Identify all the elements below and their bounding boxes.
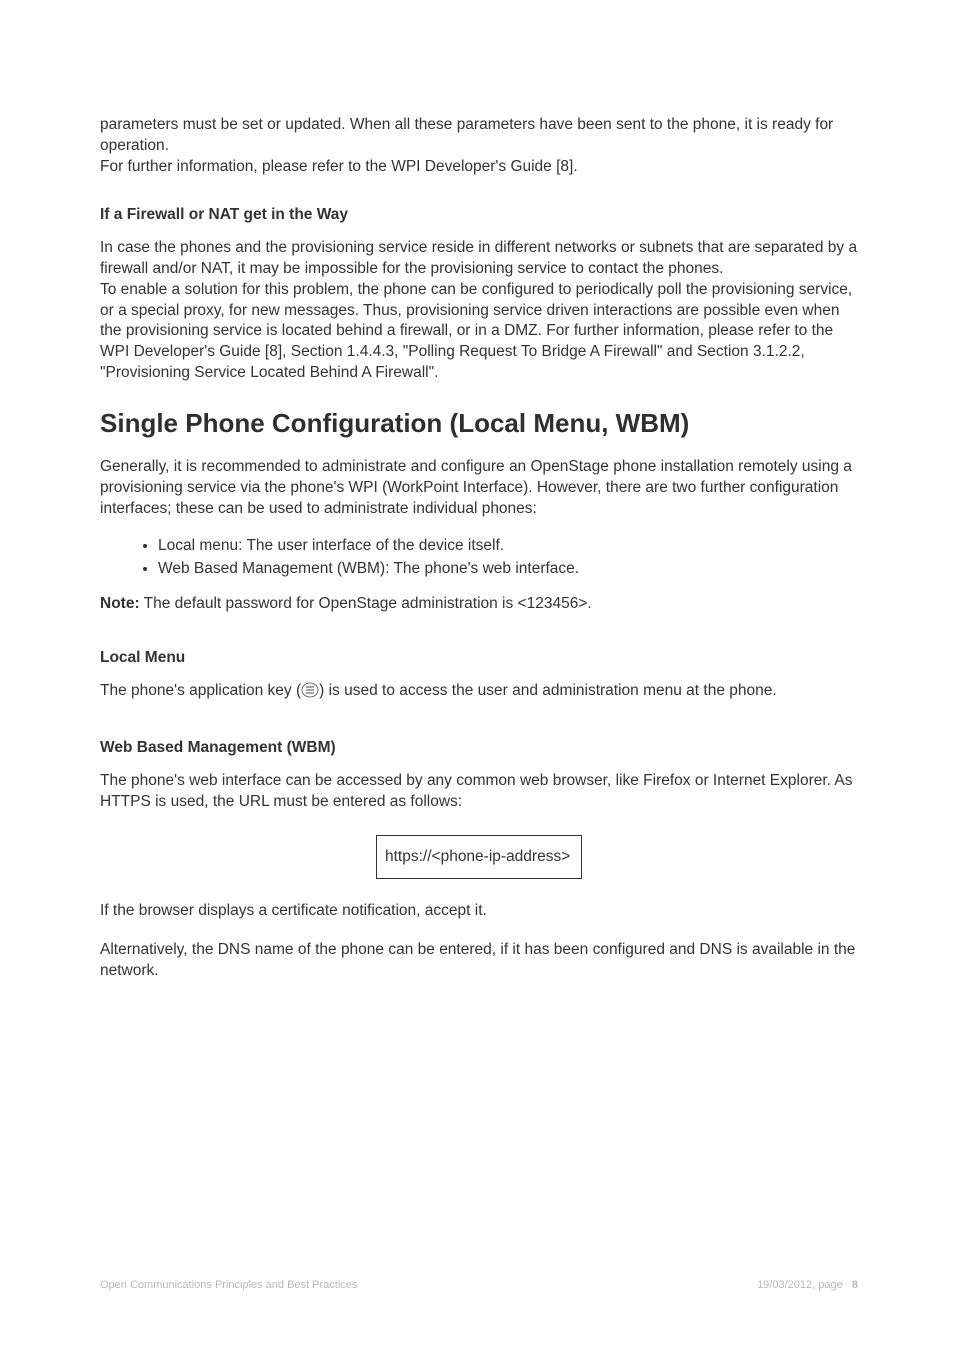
note-text: The default password for OpenStage admin… xyxy=(140,595,592,612)
local-menu-text-before: The phone's application key ( xyxy=(100,682,301,699)
note-paragraph: Note: The default password for OpenStage… xyxy=(100,594,858,615)
page-footer: Open Communications Principles and Best … xyxy=(100,1279,858,1291)
heading-firewall: If a Firewall or NAT get in the Way xyxy=(100,206,858,224)
intro-paragraph-2: For further information, please refer to… xyxy=(100,157,858,178)
page-content: parameters must be set or updated. When … xyxy=(100,115,858,982)
url-box-container: https://<phone-ip-address> xyxy=(100,835,858,879)
wbm-paragraph-1: The phone's web interface can be accesse… xyxy=(100,771,858,813)
list-item: Web Based Management (WBM): The phone's … xyxy=(158,557,858,580)
heading-wbm: Web Based Management (WBM) xyxy=(100,739,858,757)
section-intro-paragraph: Generally, it is recommended to administ… xyxy=(100,457,858,520)
local-menu-text-after: ) is used to access the user and adminis… xyxy=(319,682,777,699)
footer-title: Open Communications Principles and Best … xyxy=(100,1279,357,1291)
footer-pageinfo: 19/03/2012, page 8 xyxy=(757,1279,858,1291)
firewall-paragraph-1: In case the phones and the provisioning … xyxy=(100,238,858,280)
application-key-icon xyxy=(301,682,319,705)
wbm-paragraph-3: Alternatively, the DNS name of the phone… xyxy=(100,940,858,982)
firewall-paragraph-2: To enable a solution for this problem, t… xyxy=(100,280,858,385)
footer-page-number: 8 xyxy=(852,1279,858,1291)
intro-paragraph-1: parameters must be set or updated. When … xyxy=(100,115,858,157)
wbm-paragraph-2: If the browser displays a certificate no… xyxy=(100,901,858,922)
local-menu-paragraph: The phone's application key ( ) is used … xyxy=(100,681,858,705)
heading-single-phone-config: Single Phone Configuration (Local Menu, … xyxy=(100,408,858,439)
config-interfaces-list: Local menu: The user interface of the de… xyxy=(100,534,858,581)
list-item: Local menu: The user interface of the de… xyxy=(158,534,858,557)
note-label: Note: xyxy=(100,595,140,612)
heading-local-menu: Local Menu xyxy=(100,649,858,667)
footer-date: 19/03/2012, page xyxy=(757,1279,843,1291)
url-box: https://<phone-ip-address> xyxy=(376,835,582,879)
